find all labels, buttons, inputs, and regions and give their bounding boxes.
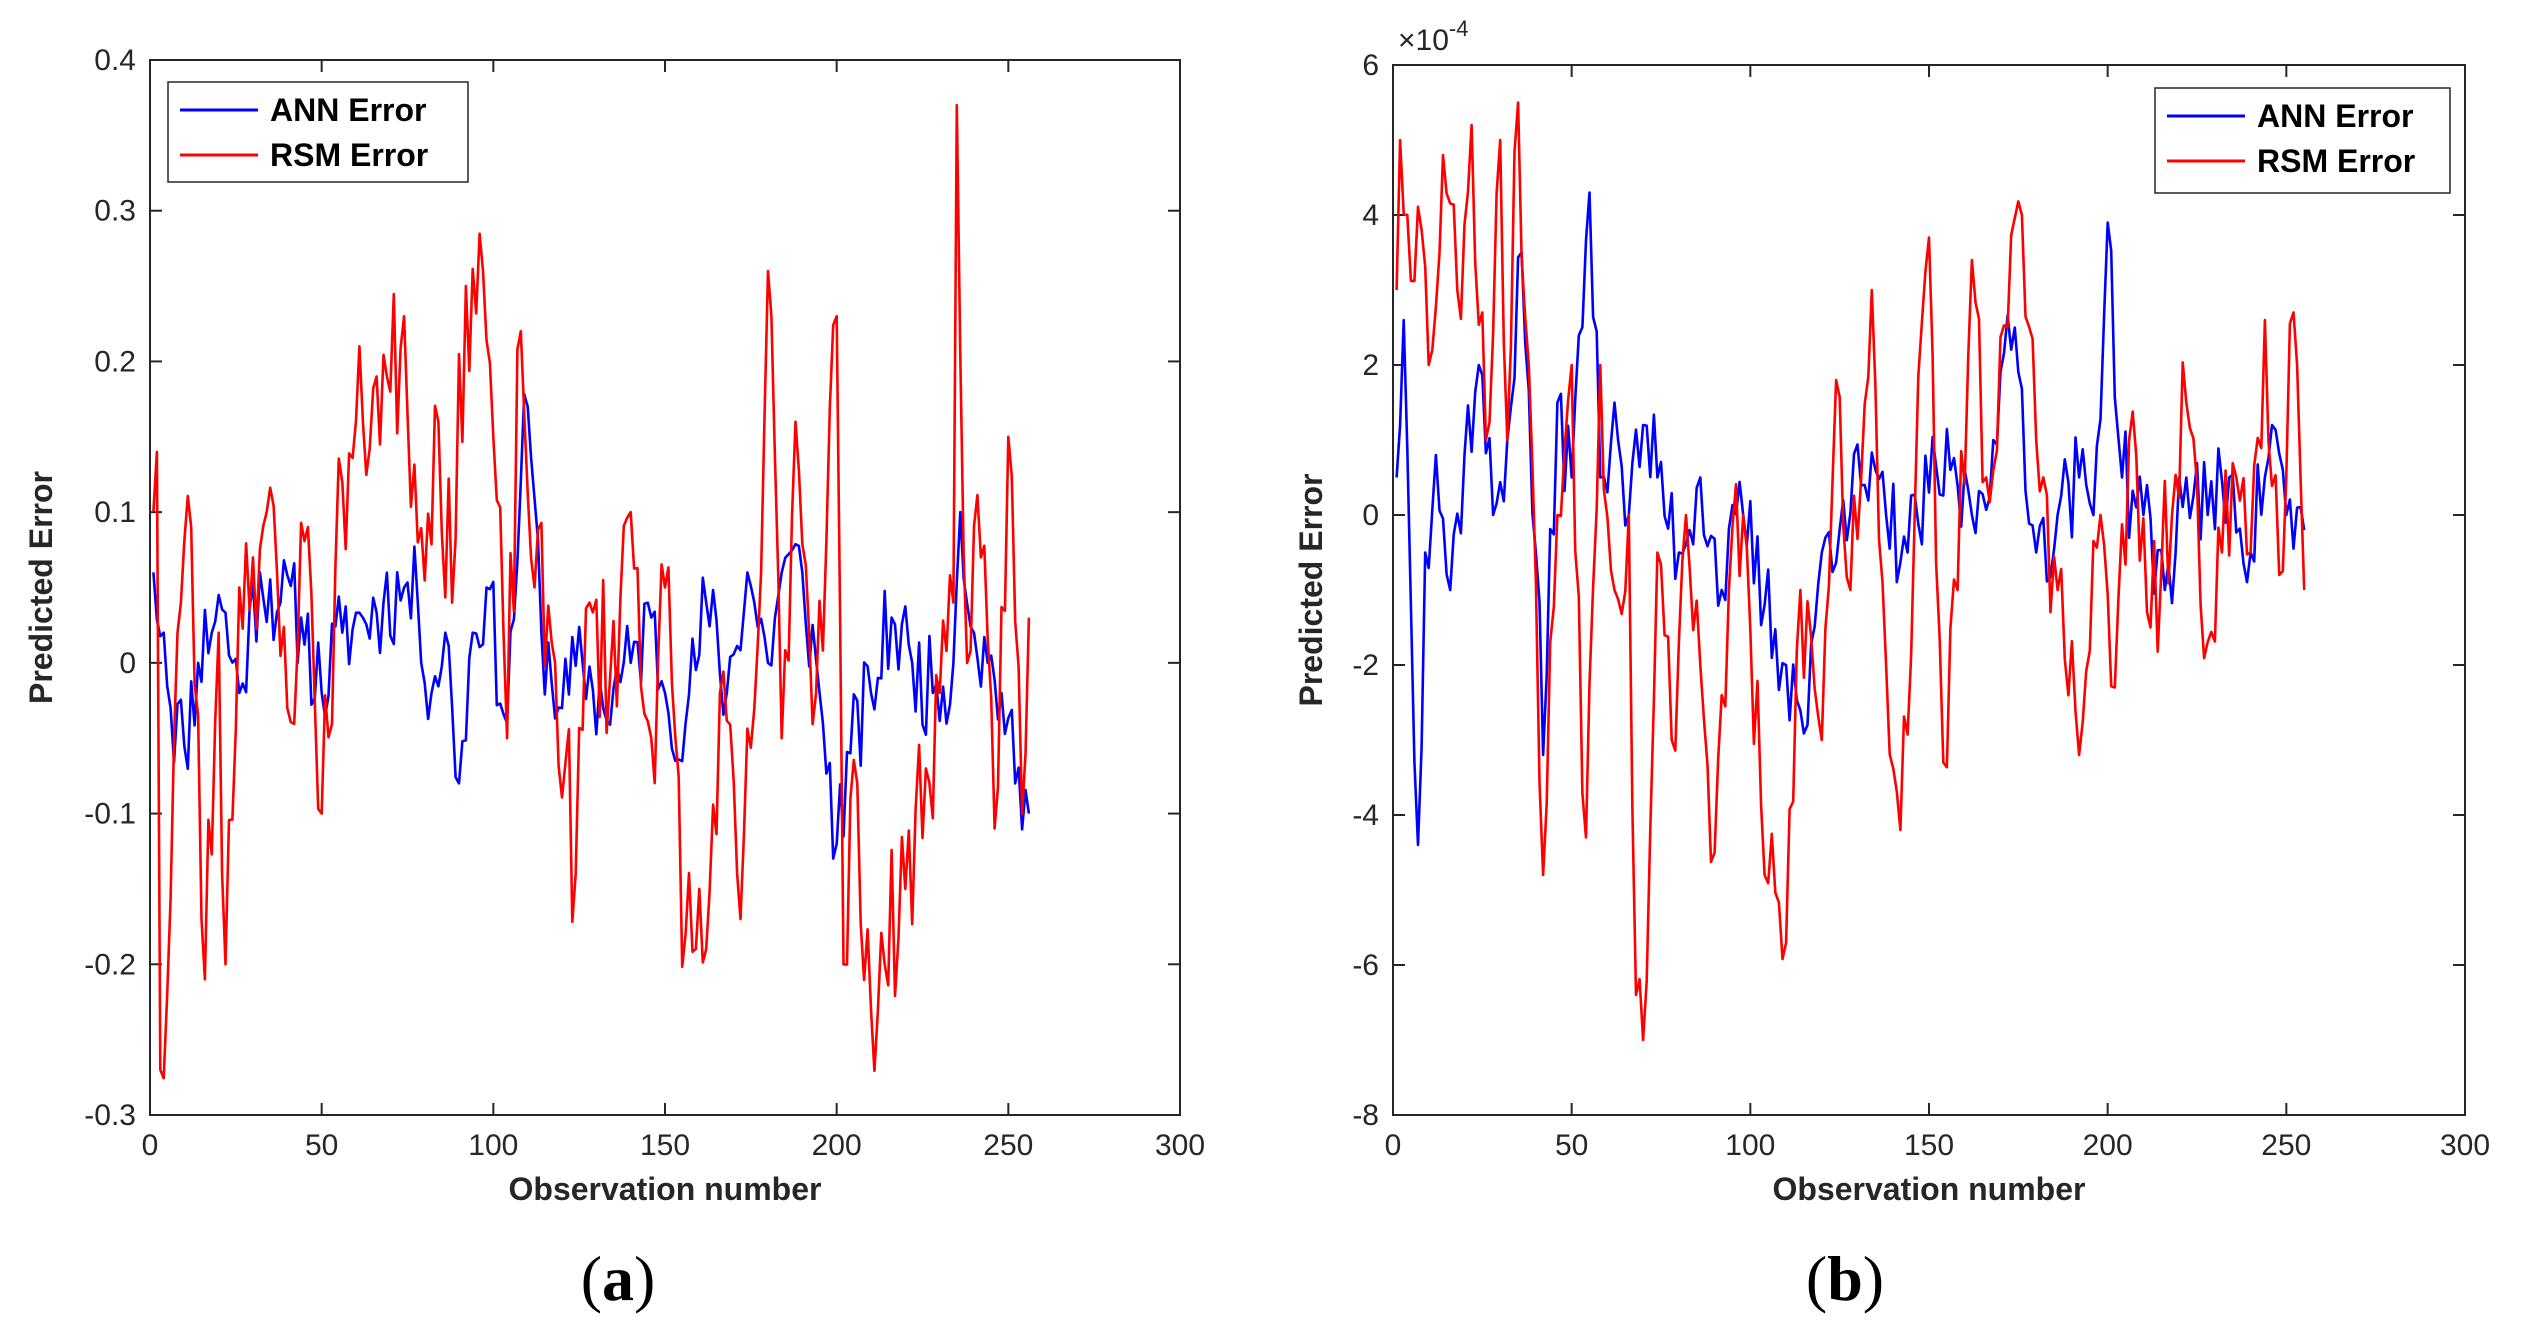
series-lines xyxy=(1395,101,2306,1042)
y-tick-label: -8 xyxy=(1352,1099,1379,1132)
x-tick-label: 0 xyxy=(1385,1129,1402,1162)
x-tick-label: 150 xyxy=(1904,1129,1954,1162)
y-tick-label: 0 xyxy=(1362,499,1379,532)
x-tick-label: 300 xyxy=(1155,1129,1205,1162)
panel-b: 0 50 100 150 200 250 300 -8 -6 -4 -2 0 2 4 6 ANN Erro… xyxy=(1293,16,2490,1314)
y-tick-label: 6 xyxy=(1362,49,1379,82)
caption-open-paren: ( xyxy=(581,1243,602,1314)
caption-letter: a xyxy=(602,1243,634,1314)
x-axis-label: Observation number xyxy=(509,1171,822,1207)
y-tick-label: -6 xyxy=(1352,949,1379,982)
y-axis-label: Predicted Error xyxy=(1293,474,1329,707)
y-tick-label: 4 xyxy=(1362,199,1379,232)
x-tick-label: 100 xyxy=(468,1129,518,1162)
y-tick-label: -2 xyxy=(1352,649,1379,682)
y-tick-label: -4 xyxy=(1352,799,1379,832)
series-lines xyxy=(152,103,1031,1080)
y-axis-label: Predicted Error xyxy=(23,471,59,704)
y-tick-label: 0.2 xyxy=(94,345,136,378)
caption-close-paren: ) xyxy=(1863,1243,1884,1314)
caption-close-paren: ) xyxy=(634,1243,655,1314)
x-tick-label: 50 xyxy=(1555,1129,1588,1162)
x-tick-label: 200 xyxy=(2083,1129,2133,1162)
exponent-base: ×10 xyxy=(1398,24,1449,57)
panel-a: 0 50 100 150 200 250 300 -0.3 -0.2 -0.1 0 0.1 0.2 0.… xyxy=(23,44,1205,1314)
x-tick-label: 100 xyxy=(1725,1129,1775,1162)
y-tick-label: 0 xyxy=(119,647,136,680)
x-tick-label: 50 xyxy=(305,1129,338,1162)
series-line-rsm-error xyxy=(152,103,1031,1080)
caption-letter: b xyxy=(1827,1243,1863,1314)
x-axis-ticks: 0 50 100 150 200 250 300 xyxy=(1385,65,2490,1162)
legend-box xyxy=(2154,87,2451,194)
caption-open-paren: ( xyxy=(1806,1243,1827,1314)
y-axis-ticks: -0.3 -0.2 -0.1 0 0.1 0.2 0.3 0.4 xyxy=(84,44,1180,1132)
exponent-power: -4 xyxy=(1449,16,1469,41)
x-tick-label: 300 xyxy=(2440,1129,2490,1162)
y-tick-label: -0.2 xyxy=(84,948,136,981)
panel-caption: (a) xyxy=(581,1243,656,1314)
y-tick-label: 2 xyxy=(1362,349,1379,382)
legend-label-ann: ANN Error xyxy=(2257,98,2413,134)
legend-label-rsm: RSM Error xyxy=(270,137,428,173)
y-tick-label: 0.3 xyxy=(94,195,136,228)
legend: ANN Error RSM Error xyxy=(167,81,469,183)
series-line-ann-error xyxy=(152,392,1031,860)
y-axis-ticks: -8 -6 -4 -2 0 2 4 6 xyxy=(1352,49,2465,1132)
x-tick-label: 250 xyxy=(983,1129,1033,1162)
series-line-rsm-error xyxy=(1395,101,2306,1042)
legend-label-rsm: RSM Error xyxy=(2257,143,2415,179)
legend: ANN Error RSM Error xyxy=(2154,87,2451,194)
x-axis-label: Observation number xyxy=(1773,1171,2086,1207)
x-axis-ticks: 0 50 100 150 200 250 300 xyxy=(142,60,1205,1162)
legend-label-ann: ANN Error xyxy=(270,92,426,128)
y-axis-exponent: ×10-4 xyxy=(1398,16,1468,57)
y-tick-label: 0.4 xyxy=(94,44,136,77)
x-tick-label: 250 xyxy=(2261,1129,2311,1162)
y-tick-label: 0.1 xyxy=(94,496,136,529)
y-tick-label: -0.3 xyxy=(84,1099,136,1132)
y-tick-label: -0.1 xyxy=(84,798,136,831)
legend-box xyxy=(167,81,469,183)
x-tick-label: 150 xyxy=(640,1129,690,1162)
panel-caption: (b) xyxy=(1806,1243,1884,1314)
x-tick-label: 0 xyxy=(142,1129,159,1162)
x-tick-label: 200 xyxy=(812,1129,862,1162)
